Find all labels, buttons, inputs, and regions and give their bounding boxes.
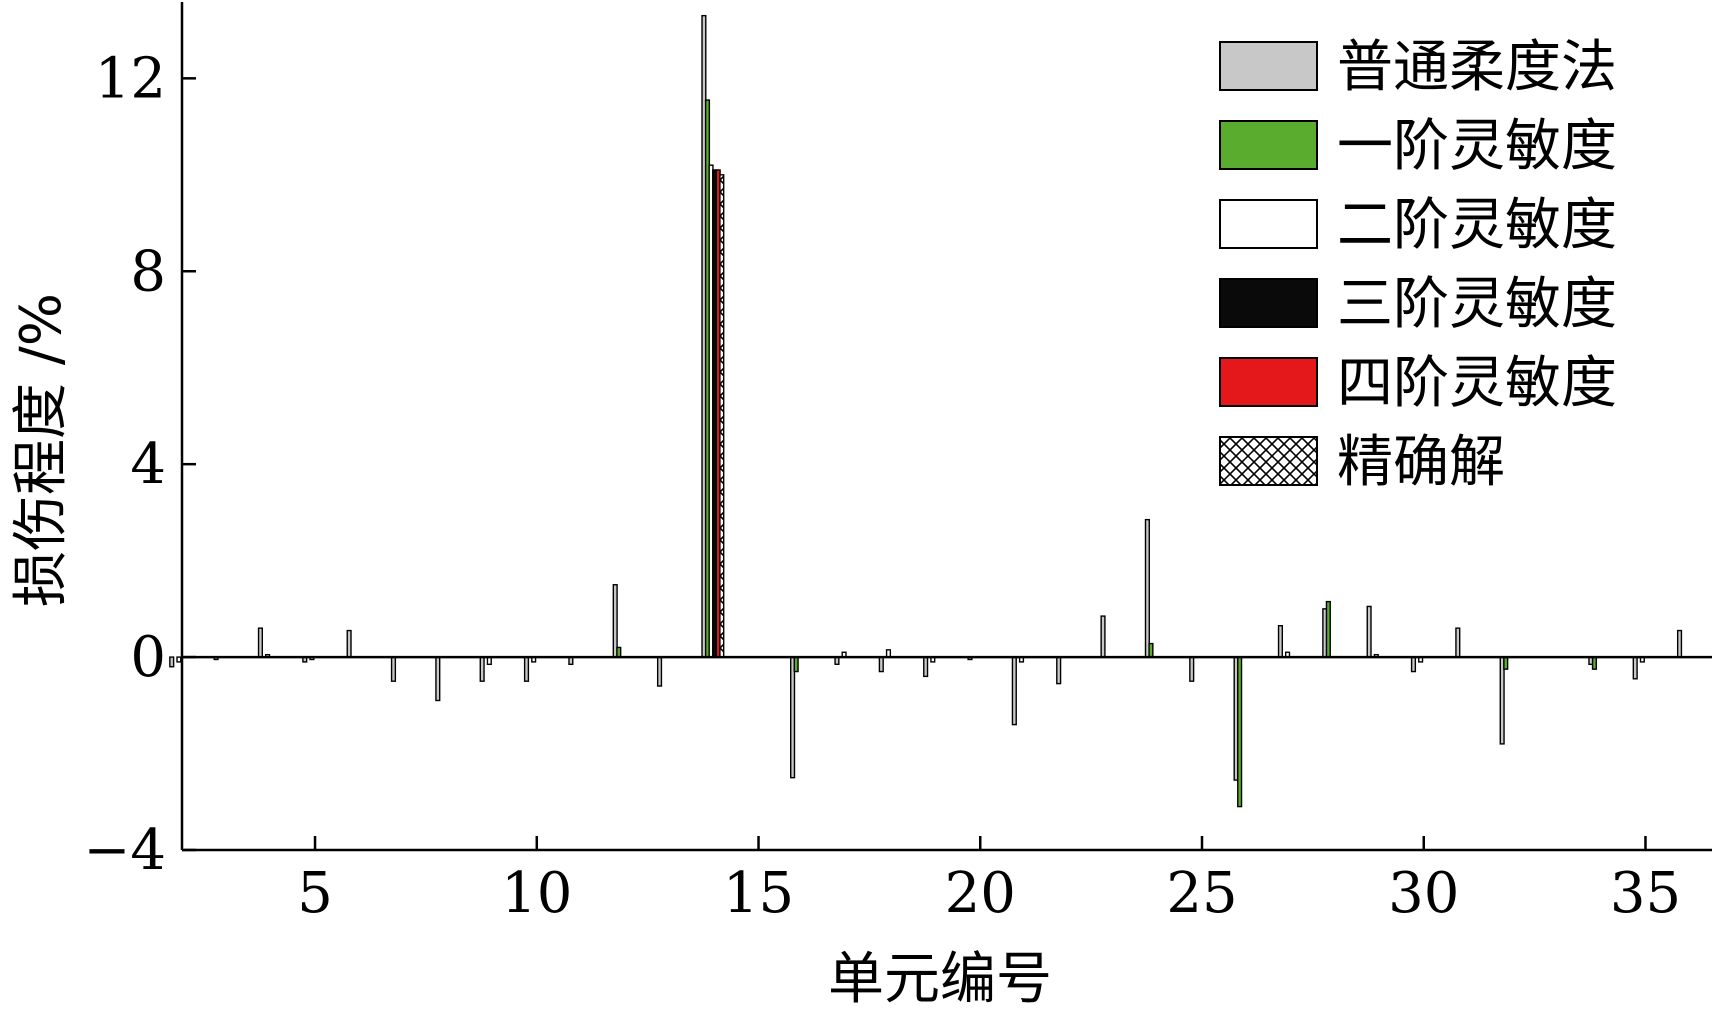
axes-group: −4 0 4 8 12 5 10 15 20 25 30 35 <box>83 2 1712 926</box>
x-tick-label: 25 <box>1166 861 1237 926</box>
bar <box>616 646 622 658</box>
bar <box>1499 656 1505 745</box>
bar <box>793 656 799 673</box>
legend-label: 三阶灵敏度 <box>1337 272 1617 337</box>
bar <box>1011 656 1017 726</box>
bar <box>612 584 618 658</box>
bar <box>1148 642 1154 658</box>
x-axis-label: 单元编号 <box>828 947 1052 1012</box>
bar <box>390 656 397 682</box>
legend-swatch <box>1219 436 1318 486</box>
bar <box>176 656 182 663</box>
bar <box>656 656 663 687</box>
bar <box>1277 625 1284 658</box>
bar <box>523 656 530 682</box>
x-tick-label: 20 <box>945 861 1016 926</box>
y-tick-label: 8 <box>130 239 166 304</box>
bar <box>1325 600 1331 658</box>
legend-label: 二阶灵敏度 <box>1337 193 1617 258</box>
bar <box>1237 656 1243 808</box>
bar <box>1410 656 1417 673</box>
y-tick-label: 0 <box>130 625 166 690</box>
y-tick-label: −4 <box>83 818 166 883</box>
bar <box>1056 656 1062 685</box>
bar <box>1455 627 1461 658</box>
bar <box>257 627 264 658</box>
legend-label: 普通柔度法 <box>1337 35 1617 100</box>
legend-swatch <box>1219 120 1318 170</box>
bar <box>1591 656 1598 670</box>
bar <box>1366 605 1372 658</box>
legend-swatch <box>1219 41 1318 91</box>
bar <box>1632 656 1638 680</box>
bar <box>923 656 929 678</box>
bar <box>790 656 796 779</box>
bar <box>878 656 884 673</box>
bar <box>1144 518 1150 658</box>
bar <box>1503 656 1509 670</box>
x-tick-label: 30 <box>1388 861 1459 926</box>
legend-swatch <box>1219 199 1318 249</box>
bar <box>1676 629 1683 658</box>
x-tick-label: 5 <box>297 861 333 926</box>
bar <box>719 174 725 658</box>
bar <box>346 629 352 658</box>
bar <box>1189 656 1195 682</box>
legend-label: 四阶灵敏度 <box>1337 351 1617 416</box>
y-axis-label: 损伤程度 /% <box>9 293 74 607</box>
legend-swatch <box>1219 357 1318 407</box>
legend-swatch <box>1219 278 1318 328</box>
x-tick-label: 35 <box>1610 861 1681 926</box>
x-tick-label: 15 <box>723 861 794 926</box>
bar <box>435 656 441 702</box>
y-tick-label: 12 <box>95 46 166 111</box>
bar <box>169 656 175 668</box>
y-tick-label: 4 <box>130 432 166 497</box>
bar <box>1100 615 1106 658</box>
x-tick-label: 10 <box>501 861 572 926</box>
legend-label: 一阶灵敏度 <box>1337 114 1617 179</box>
bar <box>479 656 485 682</box>
legend-label: 精确解 <box>1337 430 1505 495</box>
